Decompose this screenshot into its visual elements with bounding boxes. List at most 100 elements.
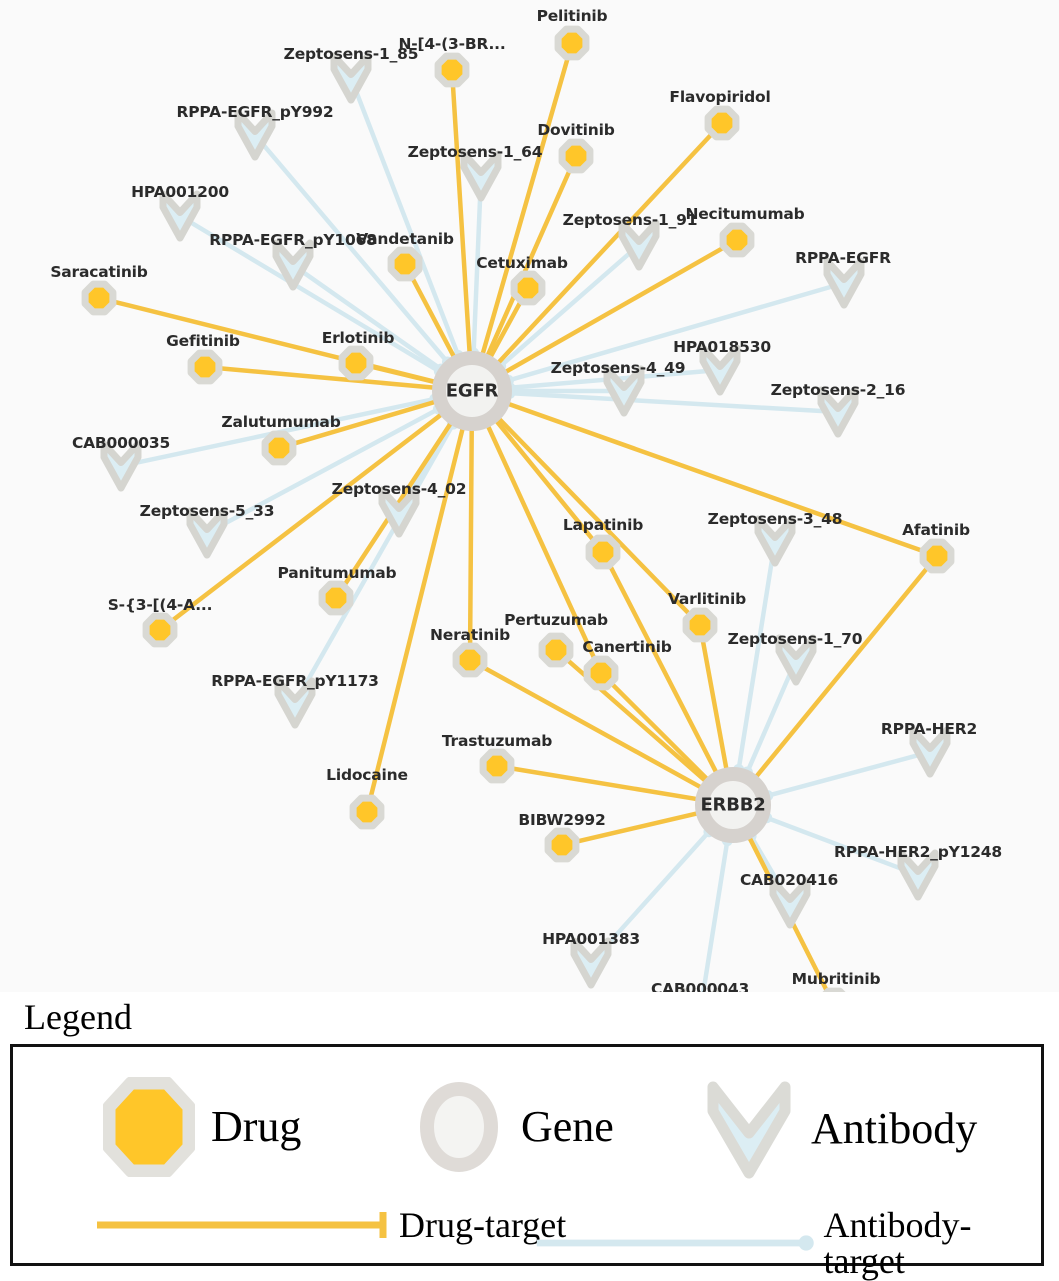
edge-layer	[109, 53, 932, 1000]
drug-node[interactable]	[682, 607, 718, 643]
antibody-target-edge	[351, 83, 461, 358]
antibody-node[interactable]	[378, 486, 420, 538]
drug-target-edge	[479, 53, 571, 361]
drug-target-edge	[450, 80, 473, 360]
antibody-node[interactable]	[330, 52, 372, 104]
antibody-target-edge	[594, 829, 712, 960]
drug-target-edge	[366, 363, 442, 386]
antibody-node[interactable]	[618, 219, 660, 271]
antibody-node[interactable]	[234, 109, 276, 161]
antibody-target-edge-icon	[536, 1235, 814, 1251]
antibody-node[interactable]	[897, 849, 939, 901]
antibody-target-edge	[765, 751, 925, 798]
antibody-target-edge	[184, 217, 442, 374]
antibody-target-edge	[471, 181, 483, 356]
drug-node[interactable]	[719, 222, 755, 258]
antibody-node[interactable]	[754, 515, 796, 567]
drug-target-edge	[607, 679, 713, 785]
antibody-node[interactable]	[272, 239, 314, 291]
legend-drug-target-label: Drug-target	[399, 1205, 567, 1245]
drug-target-edge	[479, 664, 708, 792]
drug-target-edge	[408, 273, 459, 364]
drug-target-edge	[492, 130, 716, 369]
drug-node[interactable]	[349, 794, 385, 830]
antibody-node[interactable]	[769, 877, 811, 929]
antibody-target-edge	[764, 815, 913, 875]
node-layer	[81, 25, 955, 1000]
drug-node[interactable]	[585, 534, 621, 570]
antibody-node[interactable]	[159, 190, 201, 242]
drug-node[interactable]	[479, 748, 515, 784]
antibody-node[interactable]	[603, 365, 645, 417]
antibody-target-edge	[257, 138, 450, 365]
drug-octagon-icon	[103, 1077, 195, 1177]
antibody-target-edge	[211, 406, 441, 532]
drug-node[interactable]	[919, 538, 955, 574]
drug-target-edge	[483, 165, 573, 363]
antibody-chevron-icon	[707, 1081, 791, 1179]
legend-edge-drug-target: Drug-target	[93, 1207, 566, 1243]
legend-gene-label: Gene	[521, 1102, 614, 1151]
antibody-target-edge	[699, 838, 730, 1000]
drug-node[interactable]	[583, 655, 619, 691]
drug-node[interactable]	[544, 827, 580, 863]
antibody-target-edge	[498, 248, 636, 369]
drug-node[interactable]	[187, 349, 223, 385]
antibody-target-edge	[506, 282, 839, 383]
drug-target-edge	[493, 413, 694, 618]
antibody-target-edge	[745, 665, 796, 775]
drug-target-edge	[485, 297, 525, 364]
drug-node[interactable]	[452, 642, 488, 678]
legend-box: Drug Gene Antibody Drug-target	[10, 1044, 1044, 1279]
drug-target-edge	[467, 422, 474, 650]
antibody-node[interactable]	[100, 440, 142, 492]
drug-node[interactable]	[434, 52, 470, 88]
antibody-node[interactable]	[699, 344, 741, 396]
legend-shape-drug: Drug	[103, 1077, 301, 1177]
drug-target-edge	[751, 563, 932, 783]
drug-target-edge	[168, 409, 448, 625]
gene-node[interactable]	[432, 351, 512, 431]
drug-node[interactable]	[510, 270, 546, 306]
legend-shape-antibody: Antibody	[703, 1077, 977, 1181]
legend-drug-label: Drug	[211, 1102, 302, 1151]
drug-node[interactable]	[554, 25, 590, 61]
antibody-node[interactable]	[570, 937, 612, 989]
legend-panel: Legend Drug Gene Antibody Drug-ta	[0, 992, 1059, 1280]
drug-target-edge	[700, 635, 730, 776]
network-graph-svg	[81, 25, 955, 1000]
drug-node[interactable]	[261, 430, 297, 466]
drug-target-edge	[501, 400, 927, 554]
drug-target-edge	[507, 765, 704, 803]
gene-circle-icon	[420, 1082, 498, 1172]
legend-edge-antibody-target: Antibody-target	[533, 1207, 1041, 1279]
legend-shape-gene: Gene	[413, 1077, 614, 1177]
antibody-node[interactable]	[823, 257, 865, 309]
drug-target-edge	[606, 561, 721, 779]
antibody-node[interactable]	[274, 677, 316, 729]
drug-node[interactable]	[81, 280, 117, 316]
network-canvas: Zeptosens-1_85 RPPA-EGFR_pY992 HPA001200 RP…	[50, 7, 1003, 1000]
antibody-target-edge	[296, 421, 456, 699]
drug-target-edge	[367, 421, 467, 802]
antibody-node[interactable]	[775, 634, 817, 686]
drug-node[interactable]	[142, 612, 178, 648]
antibody-node[interactable]	[460, 150, 502, 202]
antibody-node[interactable]	[909, 726, 951, 778]
drug-node[interactable]	[318, 580, 354, 616]
antibody-target-edge	[507, 390, 833, 414]
drug-node[interactable]	[704, 105, 740, 141]
antibody-target-edge	[297, 267, 444, 372]
gene-node[interactable]	[695, 767, 771, 843]
legend-title: Legend	[24, 997, 132, 1037]
drug-node[interactable]	[538, 632, 574, 668]
antibody-node[interactable]	[817, 386, 859, 438]
drug-target-edge	[215, 365, 441, 391]
antibody-node[interactable]	[186, 507, 228, 559]
drug-target-edge-icon	[97, 1212, 387, 1238]
drug-target-edge	[499, 244, 728, 377]
drug-node[interactable]	[338, 345, 374, 381]
drug-node[interactable]	[558, 138, 594, 174]
drug-target-edge	[483, 419, 598, 664]
drug-node[interactable]	[387, 246, 423, 282]
